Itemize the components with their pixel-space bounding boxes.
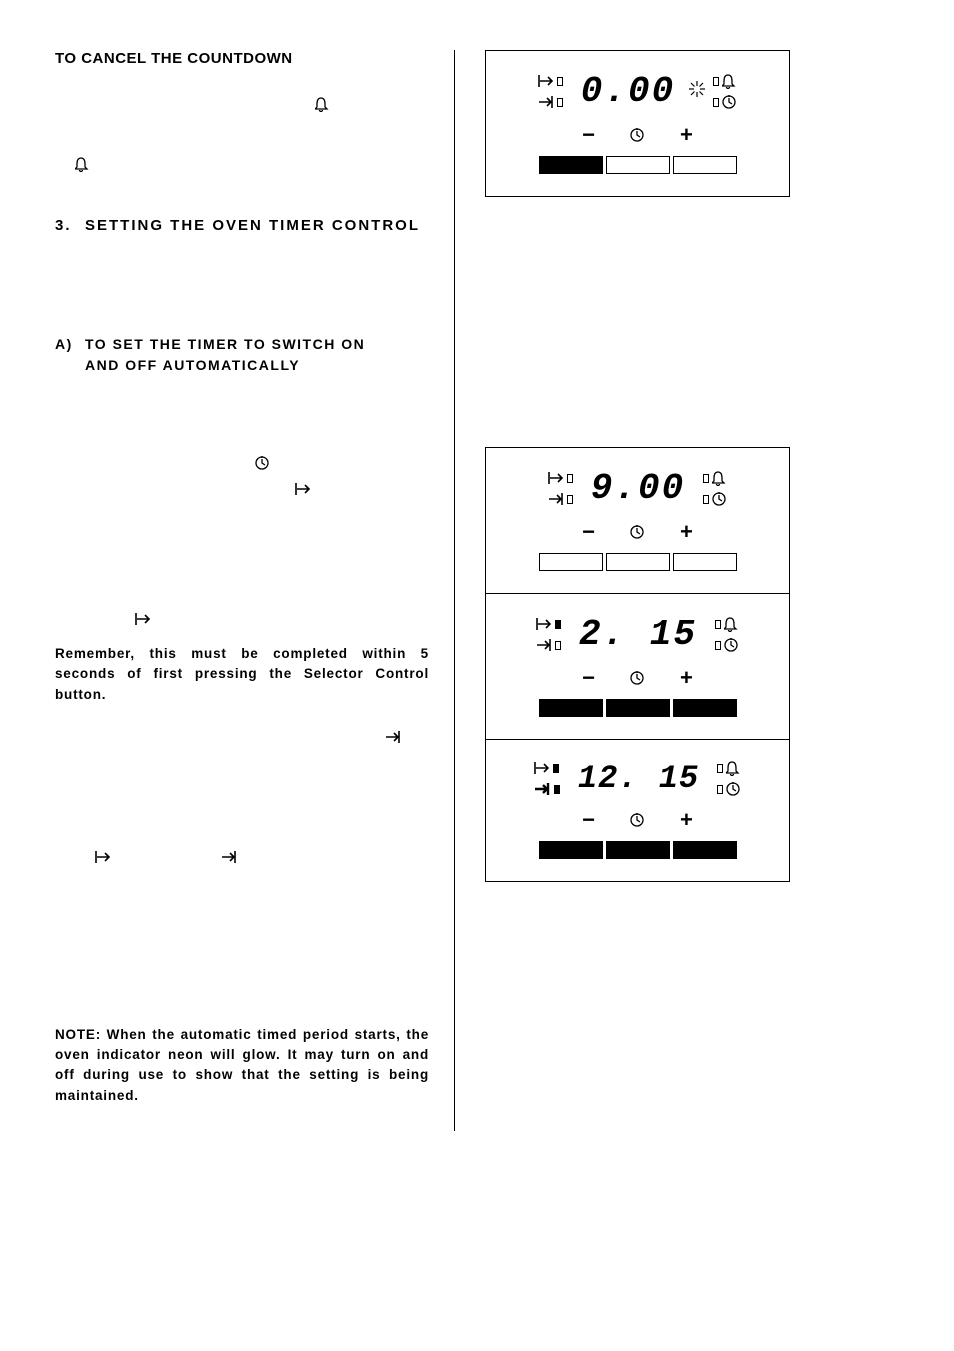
lcd-value: 0.00	[571, 71, 685, 112]
led	[713, 98, 719, 107]
bell-icon	[712, 471, 726, 486]
button-bars	[504, 156, 771, 174]
button-bars	[504, 699, 771, 717]
cook-start-icon	[295, 482, 311, 497]
minus-button[interactable]: −	[582, 665, 595, 691]
led	[555, 620, 561, 629]
button-bar[interactable]	[673, 156, 737, 174]
clock-icon	[255, 456, 270, 471]
clock-button[interactable]	[630, 813, 645, 828]
cook-end-icon	[534, 782, 551, 797]
button-bar[interactable]	[539, 553, 603, 571]
sunburst-icon	[689, 81, 705, 102]
clock-icon	[722, 95, 737, 110]
bell-icon	[724, 617, 738, 632]
button-bars	[504, 553, 771, 571]
button-bar[interactable]	[606, 699, 670, 717]
lcd-value: 9.00	[581, 468, 695, 509]
plus-button[interactable]: +	[680, 665, 693, 691]
cook-start-icon	[548, 471, 564, 486]
plus-button[interactable]: +	[680, 122, 693, 148]
button-bar[interactable]	[539, 156, 603, 174]
timer-panel-group: 9.00 − +	[485, 447, 790, 882]
button-bar[interactable]	[539, 841, 603, 859]
timer-panel-3: 2. 15 − +	[486, 594, 789, 739]
led	[555, 641, 561, 650]
lcd-value: 12. 15	[568, 760, 709, 797]
left-column: TO CANCEL THE COUNTDOWN 3. SETTING THE O…	[55, 50, 455, 1131]
minus-button[interactable]: −	[582, 519, 595, 545]
led	[715, 641, 721, 650]
bell-icon	[315, 97, 429, 117]
button-bar[interactable]	[606, 841, 670, 859]
clock-cookstart-icons	[255, 456, 429, 502]
led	[703, 474, 709, 483]
led	[554, 785, 560, 794]
timer-panel-4: 12. 15 − +	[486, 740, 789, 881]
led	[567, 474, 573, 483]
button-bar[interactable]	[539, 699, 603, 717]
minus-button[interactable]: −	[582, 122, 595, 148]
note-paragraph: NOTE: When the automatic timed period st…	[55, 1025, 429, 1106]
led	[715, 620, 721, 629]
led	[717, 785, 723, 794]
led	[703, 495, 709, 504]
section-3-heading: 3. SETTING THE OVEN TIMER CONTROL	[55, 217, 429, 234]
led	[557, 98, 563, 107]
lcd-value: 2. 15	[569, 614, 707, 655]
led	[553, 764, 559, 773]
cook-end-icon	[385, 730, 429, 750]
remember-paragraph: Remember, this must be completed within …	[55, 644, 429, 705]
led	[567, 495, 573, 504]
plus-button[interactable]: +	[680, 807, 693, 833]
cook-end-icon	[221, 850, 237, 865]
bell-icon	[722, 74, 736, 89]
button-bar[interactable]	[673, 841, 737, 859]
timer-panel-1: 0.00 − +	[485, 50, 790, 197]
right-column: 0.00 − +	[455, 50, 899, 1131]
led	[557, 77, 563, 86]
cook-start-icon	[95, 850, 111, 865]
button-bar[interactable]	[673, 553, 737, 571]
led	[713, 77, 719, 86]
bell-icon	[75, 157, 429, 177]
cook-start-icon	[536, 617, 552, 632]
clock-icon	[724, 638, 739, 653]
minus-button[interactable]: −	[582, 807, 595, 833]
button-bar[interactable]	[606, 553, 670, 571]
clock-icon	[712, 492, 727, 507]
cook-end-icon	[536, 638, 552, 653]
clock-button[interactable]	[630, 525, 645, 540]
cook-start-icon	[538, 74, 554, 89]
clock-button[interactable]	[630, 671, 645, 686]
cook-end-icon	[538, 95, 554, 110]
timer-panel-2: 9.00 − +	[486, 448, 789, 593]
clock-button[interactable]	[630, 128, 645, 143]
led	[717, 764, 723, 773]
bell-icon	[726, 761, 740, 776]
start-end-icons	[95, 850, 429, 865]
cook-end-icon	[548, 492, 564, 507]
button-bar[interactable]	[673, 699, 737, 717]
cook-start-icon	[534, 761, 550, 776]
button-bars	[504, 841, 771, 859]
clock-icon	[726, 782, 741, 797]
cook-start-icon	[135, 612, 429, 632]
section-a-heading: A) TO SET THE TIMER TO SWITCH ON AND OFF…	[55, 334, 429, 376]
button-bar[interactable]	[606, 156, 670, 174]
plus-button[interactable]: +	[680, 519, 693, 545]
cancel-heading: TO CANCEL THE COUNTDOWN	[55, 50, 429, 67]
